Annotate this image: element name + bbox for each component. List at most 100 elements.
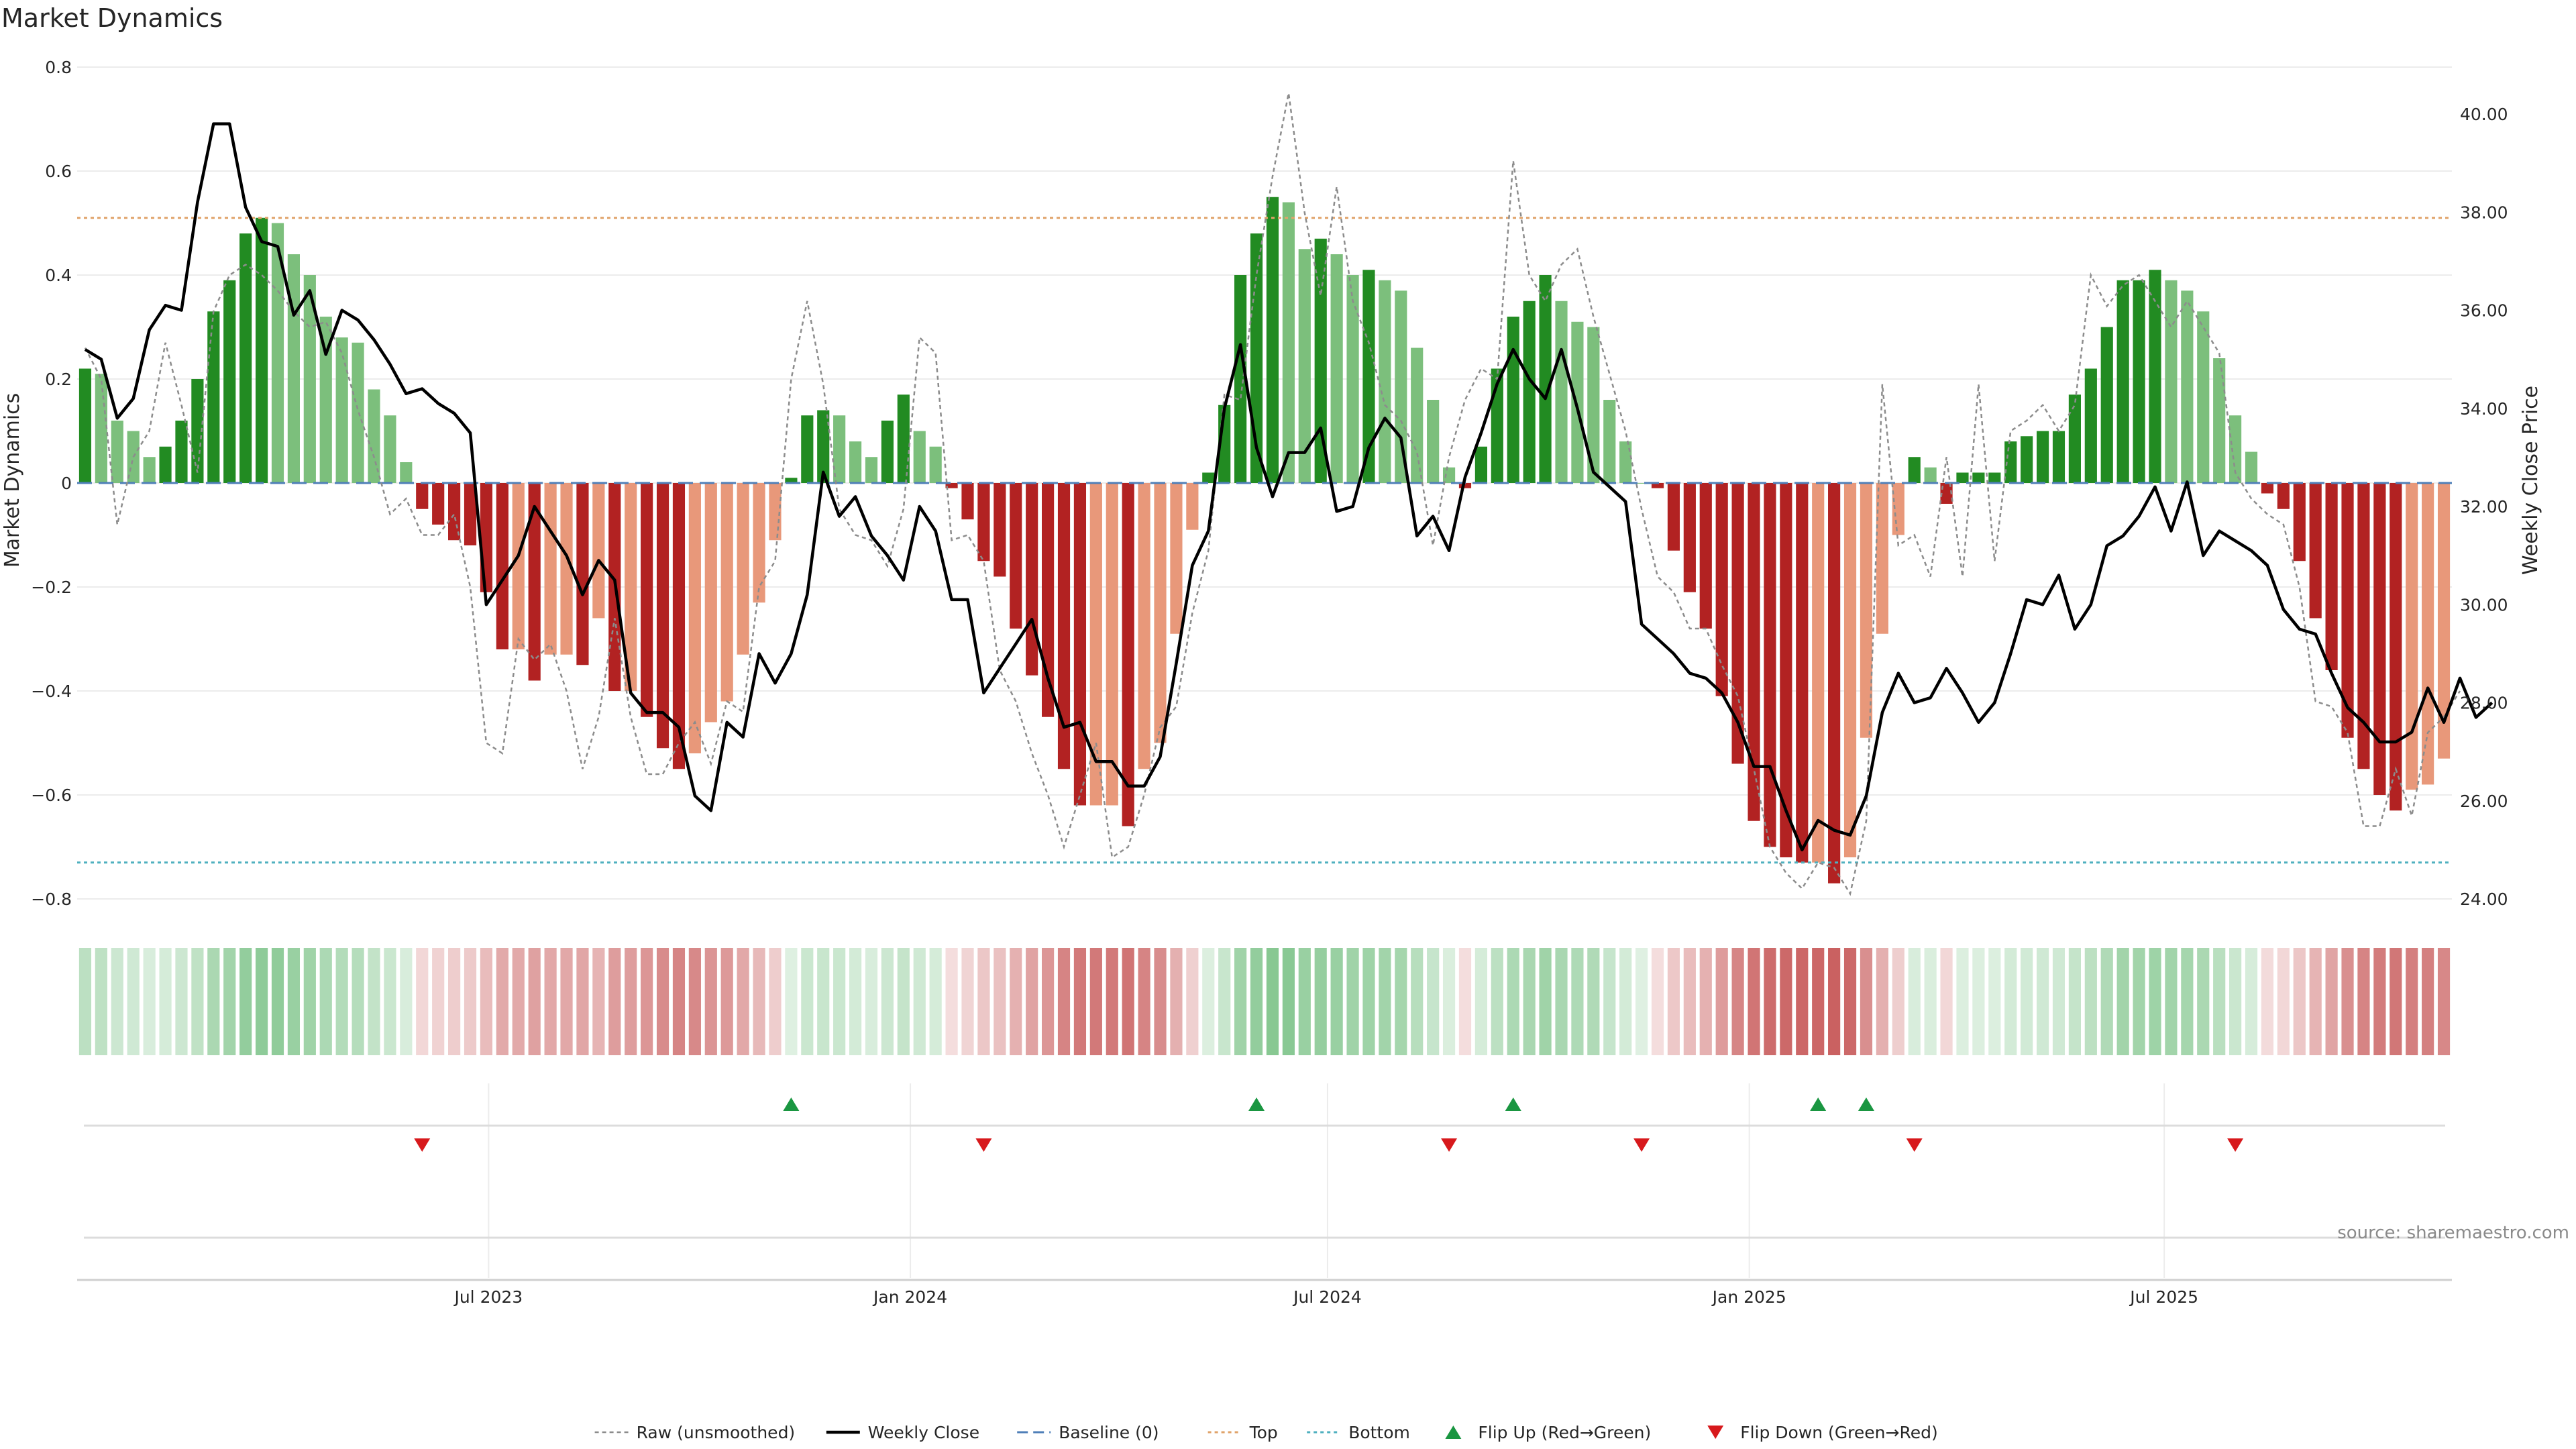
band-cell xyxy=(1026,948,1038,1055)
band-cell xyxy=(1362,948,1375,1055)
band-cell xyxy=(319,948,332,1055)
dynamics-bar xyxy=(2165,280,2178,483)
band-cell xyxy=(1042,948,1055,1055)
dynamics-bar xyxy=(1122,483,1134,826)
band-cell xyxy=(1571,948,1584,1055)
band-cell xyxy=(287,948,300,1055)
band-cell xyxy=(1057,948,1071,1055)
axes: 0.8 0.6 0.4 0.2 0 −0.2 −0.4 −0.6 −0.8 40.00 38.00 3… xyxy=(31,58,2508,1307)
band-cell xyxy=(576,948,589,1055)
band-cell xyxy=(1474,948,1487,1055)
dynamics-bar xyxy=(625,483,637,691)
dynamics-bar xyxy=(1458,483,1472,488)
flip-up-marker xyxy=(1505,1097,1521,1111)
band-cell xyxy=(1234,948,1247,1055)
band-cell xyxy=(801,948,814,1055)
dynamics-bar xyxy=(2293,483,2306,561)
dynamics-bar xyxy=(207,311,220,483)
y-axis-label: Market Dynamics xyxy=(1,393,24,568)
dynamics-bar xyxy=(2437,483,2451,759)
band-cell xyxy=(2373,948,2386,1055)
band-cell xyxy=(1218,948,1231,1055)
band-cell xyxy=(560,948,573,1055)
dynamics-bar xyxy=(1731,483,1744,764)
dynamics-bar xyxy=(1106,483,1118,806)
band-cell xyxy=(2229,948,2242,1055)
dynamics-bar xyxy=(704,483,717,722)
band-cell xyxy=(769,948,782,1055)
band-cell xyxy=(1587,948,1600,1055)
dynamics-bar xyxy=(753,483,765,603)
dynamics-bar xyxy=(496,483,508,649)
dynamics-bar xyxy=(1362,270,1375,483)
dynamics-bar xyxy=(2021,436,2033,483)
band-cell xyxy=(303,948,316,1055)
dynamics-bar xyxy=(1298,249,1311,483)
dynamics-bar xyxy=(2357,483,2370,769)
y-tick-label: 0.4 xyxy=(45,266,72,285)
source-note: source: sharemaestro.com xyxy=(2337,1223,2569,1243)
band-cell xyxy=(1699,948,1712,1055)
y2-tick-label: 32.00 xyxy=(2460,497,2508,517)
y-tick-label: 0.6 xyxy=(45,162,72,181)
dynamics-bar xyxy=(2068,394,2081,483)
dynamics-bar xyxy=(1956,472,1969,483)
flip-up-marker xyxy=(1810,1097,1827,1111)
band-cell xyxy=(2293,948,2306,1055)
y-tick-label: −0.6 xyxy=(31,786,72,805)
band-cell xyxy=(881,948,894,1055)
band-cell xyxy=(1395,948,1407,1055)
dynamics-bar xyxy=(688,483,701,753)
band-cell xyxy=(368,948,380,1055)
band-cell xyxy=(2357,948,2370,1055)
dynamics-bar xyxy=(1138,483,1150,769)
dynamics-bar xyxy=(2229,415,2242,483)
band-cell xyxy=(255,948,268,1055)
band-cell xyxy=(207,948,220,1055)
dynamics-bar xyxy=(1395,290,1407,483)
band-cell xyxy=(78,948,92,1055)
dynamics-bar xyxy=(1876,483,1888,634)
band-cell xyxy=(1442,948,1456,1055)
y2-tick-label: 34.00 xyxy=(2460,399,2508,419)
band-cell xyxy=(2309,948,2322,1055)
band-cell xyxy=(2165,948,2178,1055)
dynamics-bar xyxy=(1828,483,1841,883)
band-cell xyxy=(1154,948,1167,1055)
dynamics-bar xyxy=(384,415,396,483)
legend-label: Baseline (0) xyxy=(1059,1423,1159,1442)
flip-up-marker xyxy=(783,1097,800,1111)
dynamics-bar xyxy=(287,254,300,483)
band-cell xyxy=(1683,948,1696,1055)
band-cell xyxy=(1314,948,1327,1055)
band-cell xyxy=(1170,948,1183,1055)
y2-tick-label: 36.00 xyxy=(2460,301,2508,321)
band-cell xyxy=(464,948,477,1055)
y2-tick-label: 26.00 xyxy=(2460,792,2508,811)
series-lines xyxy=(77,93,2493,896)
dynamics-bar xyxy=(1282,202,1295,483)
band-cell xyxy=(1924,948,1937,1055)
legend-swatch-flip-up xyxy=(1445,1426,1462,1439)
dynamics-bar xyxy=(1843,483,1857,857)
dynamics-bar xyxy=(1988,472,2001,483)
legend-label: Raw (unsmoothed) xyxy=(637,1423,796,1442)
dynamics-bars xyxy=(78,197,2451,883)
dynamics-bar xyxy=(1667,483,1680,551)
x-tick-label: Jul 2025 xyxy=(2129,1287,2198,1307)
dynamics-bar xyxy=(737,483,749,655)
band-cell xyxy=(2437,948,2451,1055)
band-cell xyxy=(1122,948,1134,1055)
dynamics-bar xyxy=(111,421,123,483)
band-cell xyxy=(528,948,541,1055)
dynamics-bar xyxy=(1651,483,1664,488)
dynamics-bar xyxy=(1571,321,1584,483)
band-cell xyxy=(480,948,493,1055)
dynamics-bar xyxy=(2004,441,2017,483)
dynamics-bar xyxy=(769,483,782,541)
band-cell xyxy=(2036,948,2049,1055)
band-cell xyxy=(865,948,878,1055)
dynamics-bar xyxy=(881,421,894,483)
band-cell xyxy=(1010,948,1022,1055)
band-cell xyxy=(1748,948,1760,1055)
